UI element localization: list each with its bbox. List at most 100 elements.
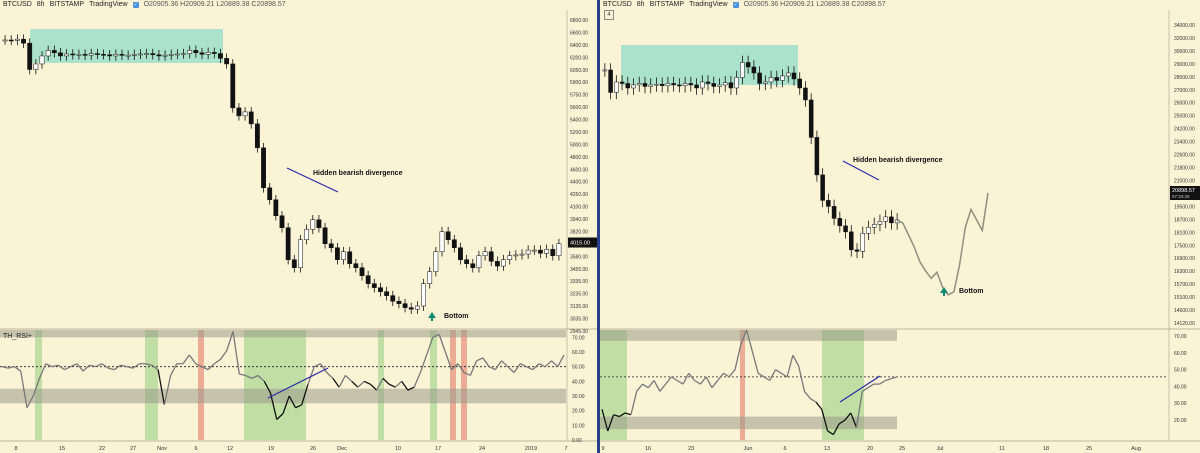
signal-band-green: [857, 330, 864, 440]
rsi-line-segment: [538, 363, 546, 368]
symbol-label[interactable]: BTCUSD: [3, 1, 32, 8]
candle-body: [659, 83, 665, 86]
rsi-line-segment: [557, 354, 565, 367]
symbol-label[interactable]: BTCUSD: [603, 1, 632, 8]
rsi-line-segment: [507, 366, 515, 374]
candle-body: [14, 38, 20, 41]
candle-body: [636, 83, 642, 86]
price-tick-label: 34000.00: [1174, 23, 1195, 29]
candle-body: [751, 66, 757, 74]
candle-body: [711, 83, 717, 87]
signal-band-green: [430, 330, 437, 440]
price-tick-label: 18100.00: [1174, 230, 1195, 236]
rsi-line-segment: [157, 369, 165, 405]
rsi-line-segment: [239, 373, 246, 377]
verified-icon: ✓: [132, 1, 139, 8]
divergence-line: [842, 160, 880, 181]
bottom-label: Bottom: [444, 313, 469, 320]
candle-body: [860, 233, 866, 252]
time-tick-label: 11: [999, 446, 1005, 452]
signal-band-green: [282, 330, 292, 440]
rsi-line-segment: [891, 376, 898, 380]
candle-body: [304, 229, 310, 240]
rsi-line-segment: [351, 380, 359, 388]
candle-body: [797, 78, 802, 89]
rsi-line-segment: [126, 366, 134, 369]
price-tick-label: 5600.00: [570, 105, 588, 111]
rsi-line-segment: [751, 351, 759, 374]
time-tick-label: 8: [14, 446, 17, 452]
rsi-line-segment: [879, 379, 886, 385]
price-tick-label: 5750.00: [570, 93, 588, 99]
rsi-line-segment: [809, 397, 817, 403]
candle-body: [82, 54, 88, 56]
candle-body: [267, 187, 273, 201]
candle-body: [199, 52, 205, 55]
signal-band-green: [836, 330, 843, 440]
candle-body: [889, 216, 894, 224]
time-tick-label: 2019: [525, 446, 537, 452]
candle-body: [279, 215, 285, 228]
candle-body: [740, 62, 745, 78]
rsi-line-segment: [688, 372, 696, 381]
exchange-label: BITSTAMP: [649, 1, 685, 8]
candle-body: [602, 69, 608, 72]
current-price-label: 20898.57: [1172, 188, 1195, 194]
rsi-line-segment: [659, 383, 667, 392]
time-tick-label: 6: [194, 446, 197, 452]
time-tick-label: 10: [395, 446, 401, 452]
rsi-line-segment: [469, 360, 478, 376]
rsi-line-segment: [792, 354, 800, 367]
price-tick-label: 4400.00: [570, 180, 588, 186]
interval-label[interactable]: 8h: [636, 1, 645, 8]
time-tick-label: 13: [824, 446, 830, 452]
rsi-line-segment: [45, 363, 53, 368]
scale-button[interactable]: 4: [604, 10, 614, 20]
candle-body: [774, 77, 780, 81]
divergence-line: [286, 167, 339, 193]
rsi-line-segment: [319, 363, 328, 373]
rsi-line-segment: [699, 376, 707, 385]
rsi-line-segment: [630, 391, 638, 415]
candle-body: [378, 287, 383, 292]
time-tick-label: 18: [1043, 446, 1049, 452]
rsi-line-segment: [38, 363, 47, 379]
rsi-line-segment: [426, 337, 434, 356]
candle-body: [359, 267, 365, 276]
time-tick-label: 16: [645, 446, 651, 452]
candle-body: [507, 255, 513, 260]
candle-body: [113, 54, 119, 57]
rsi-tick-label: 40.00: [1174, 384, 1187, 390]
price-tick-label: 32000.00: [1174, 36, 1195, 42]
price-tick-label: 3455.00: [570, 267, 588, 273]
rsi-line-segment: [388, 383, 396, 388]
rsi-line-segment: [647, 380, 655, 389]
rsi-line-segment: [344, 374, 353, 382]
candle-body: [125, 54, 131, 57]
price-tick-label: 25000.00: [1174, 114, 1195, 120]
rsi-line-segment: [432, 333, 440, 338]
rsi-line-segment: [653, 380, 661, 392]
price-tick-label: 17500.00: [1174, 243, 1195, 249]
signal-band-red: [740, 330, 745, 440]
candle-body: [316, 219, 322, 228]
candle-body: [353, 263, 359, 268]
candle-body: [519, 253, 525, 256]
bottom-label: Bottom: [959, 288, 984, 295]
rsi-line-segment: [885, 378, 892, 382]
right-header: BTCUSD 8h BITSTAMP TradingView ✓ O20905.…: [603, 1, 886, 8]
interval-label[interactable]: 8h: [36, 1, 45, 8]
candle-body: [88, 53, 94, 56]
rsi-line-segment: [407, 386, 415, 391]
price-tick-label: 16900.00: [1174, 256, 1195, 262]
rsi-line-segment: [357, 380, 365, 388]
time-tick-label: 26: [310, 446, 316, 452]
rsi-line-segment: [861, 387, 869, 392]
rsi-line-segment: [295, 404, 303, 409]
price-tick-label: 29000.00: [1174, 62, 1195, 68]
price-tick-label: 22600.00: [1174, 153, 1195, 159]
candle-body: [700, 81, 705, 89]
indicator-label[interactable]: TH_RSI+: [3, 333, 32, 340]
rsi-line-segment: [64, 366, 71, 371]
